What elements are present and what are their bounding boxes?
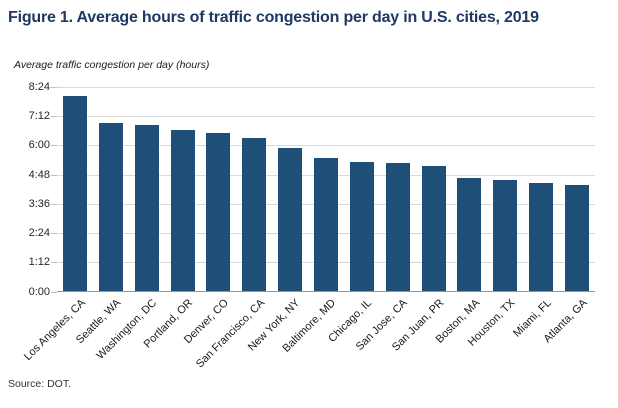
x-axis-labels: Los Angeles, CA Seattle, WA Washington, DC…: [21, 295, 595, 375]
y-axis-tick-mark: [51, 262, 57, 264]
y-axis-tick-mark: [51, 87, 57, 88]
bar-atlanta-ga: [565, 184, 590, 291]
y-axis-tick-label: 6:00: [28, 139, 50, 152]
y-axis-tick-label: 8:24: [28, 81, 50, 93]
y-axis-tick-label: 7:12: [28, 110, 50, 123]
gridline: [57, 87, 595, 88]
y-axis-title: Average traffic congestion per day (hour…: [14, 59, 210, 71]
bar-boston-ma: [457, 178, 482, 291]
bar-san-juan-pr: [421, 166, 446, 291]
bar-chicago-il: [349, 161, 374, 291]
y-axis-tick-mark: [51, 116, 57, 118]
y-axis-tick-label: 3:36: [28, 197, 50, 210]
y-axis-tick-mark: [51, 233, 57, 235]
y-axis-tick-mark: [51, 174, 57, 176]
gridline: [57, 145, 595, 147]
x-axis-baseline: [57, 290, 595, 292]
bar-seattle-wa: [98, 122, 123, 291]
source-note: Source: DOT.: [8, 378, 72, 390]
bar-los-angeles-ca: [62, 95, 87, 291]
bar-portland-or: [170, 130, 195, 291]
chart-title: Figure 1. Average hours of traffic conge…: [8, 9, 539, 26]
y-axis-tick-label: 1:12: [28, 256, 50, 269]
x-axis-label: Los Angeles, CA: [21, 297, 88, 364]
gridline: [57, 116, 595, 118]
y-axis-tick-label: 4:48: [28, 168, 50, 181]
y-axis-tick-labels: 8:24 7:12 6:00 4:48 3:36 2:24 1:12 0:00: [0, 81, 50, 298]
bar-washington-dc: [134, 124, 159, 291]
y-axis-tick-label: 2:24: [28, 227, 50, 240]
bar-baltimore-md: [314, 157, 338, 291]
bar-denver-co: [206, 133, 231, 291]
bar-san-jose-ca: [385, 163, 410, 291]
bar-houston-tx: [493, 179, 518, 291]
y-axis-tick-label: 0:00: [28, 285, 50, 298]
y-axis-tick-mark: [51, 203, 57, 205]
bar-san-francisco-ca: [242, 138, 267, 291]
y-axis-tick-mark: [51, 291, 57, 293]
plot-area: [57, 87, 595, 292]
bar-miami-fl: [529, 182, 554, 291]
bar-new-york-ny: [278, 148, 303, 291]
y-axis-tick-mark: [51, 145, 57, 147]
